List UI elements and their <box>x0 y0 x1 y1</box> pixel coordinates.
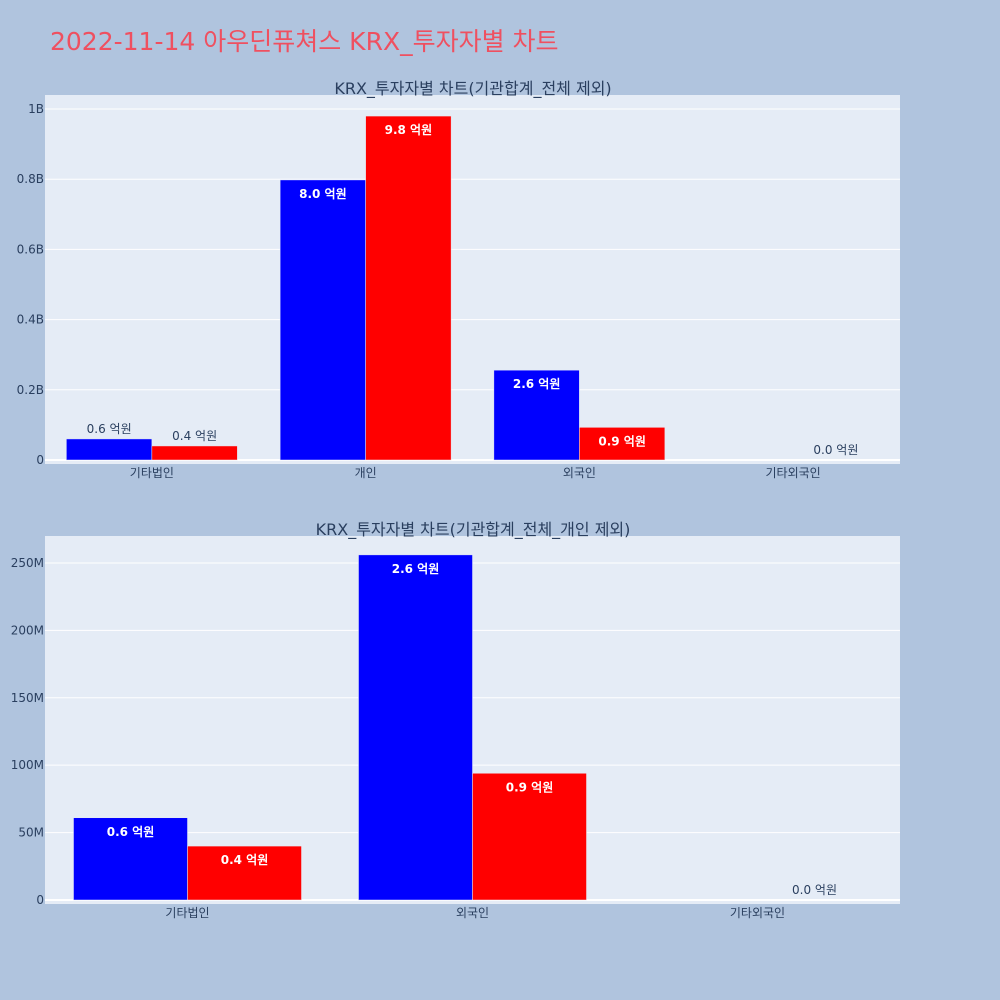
x-tick-label: 외국인 <box>563 466 596 480</box>
y-tick-label: 0.4B <box>17 313 44 327</box>
bar-series-2 <box>151 445 238 461</box>
y-tick-label: 150M <box>11 691 44 705</box>
bar-series-2 <box>579 427 666 461</box>
data-label: 2.6 억원 <box>513 377 561 391</box>
y-tick-label: 50M <box>18 826 44 840</box>
data-label: 0.4 억원 <box>172 429 217 443</box>
bar-series-2 <box>365 115 452 461</box>
bar-series-2 <box>187 845 302 901</box>
data-label: 0.6 억원 <box>87 422 132 436</box>
y-tick-label: 0 <box>36 453 44 467</box>
data-label: 8.0 억원 <box>299 187 347 201</box>
x-tick-label: 기타외국인 <box>730 906 785 920</box>
x-tick-label: 기타법인 <box>165 906 209 920</box>
data-label: 0.0 억원 <box>792 883 837 897</box>
data-label: 0.6 억원 <box>107 825 155 839</box>
data-label: 0.9 억원 <box>598 434 646 448</box>
plot-area-1 <box>45 95 900 464</box>
chart-title-2: KRX_투자자별 차트(기관합계_전체_개인 제외) <box>316 520 631 540</box>
y-tick-label: 0.2B <box>17 383 44 397</box>
bar-series-1 <box>358 554 473 901</box>
x-tick-label: 외국인 <box>456 906 489 920</box>
data-label: 0.0 억원 <box>813 443 858 457</box>
y-tick-label: 100M <box>11 758 44 772</box>
bar-series-1 <box>73 817 188 901</box>
chart-title-1: KRX_투자자별 차트(기관합계_전체 제외) <box>334 79 611 99</box>
bar-series-1 <box>493 369 580 461</box>
bar-series-1 <box>66 438 153 461</box>
x-tick-label: 기타법인 <box>130 466 174 480</box>
data-label: 2.6 억원 <box>392 562 440 576</box>
data-label: 0.9 억원 <box>506 780 554 794</box>
data-label: 0.4 억원 <box>221 853 269 867</box>
data-label: 9.8 억원 <box>385 123 433 137</box>
x-tick-label: 개인 <box>355 466 377 480</box>
y-tick-label: 200M <box>11 623 44 637</box>
y-tick-label: 0 <box>36 893 44 907</box>
y-tick-label: 0.8B <box>17 172 44 186</box>
y-tick-label: 250M <box>11 556 44 570</box>
page-title: 2022-11-14 아우딘퓨쳐스 KRX_투자자별 차트 <box>50 27 559 56</box>
y-tick-label: 1B <box>28 102 44 116</box>
bar-series-2 <box>472 773 587 901</box>
x-tick-label: 기타외국인 <box>766 466 821 480</box>
bar-series-1 <box>279 179 366 461</box>
y-tick-label: 0.6B <box>17 242 44 256</box>
